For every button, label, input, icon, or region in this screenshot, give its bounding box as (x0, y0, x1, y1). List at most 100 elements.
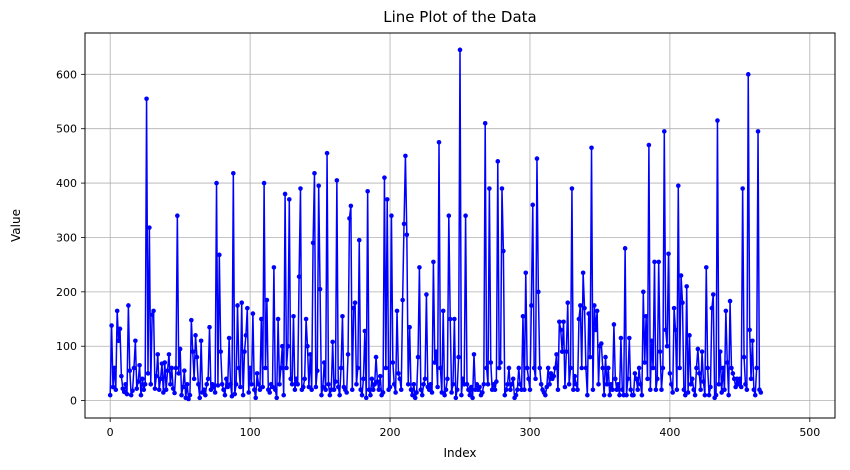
data-point (628, 387, 634, 393)
data-point (260, 384, 266, 390)
data-point (754, 365, 759, 371)
data-point (180, 384, 186, 390)
data-point (217, 252, 222, 258)
data-point (566, 381, 572, 387)
data-point (671, 305, 677, 311)
data-point (293, 376, 299, 382)
data-point (589, 145, 594, 151)
data-point (344, 390, 349, 395)
data-point (405, 381, 411, 387)
data-point (678, 273, 684, 278)
data-point (384, 197, 390, 202)
series-line (109, 49, 762, 400)
data-point (261, 180, 267, 186)
data-point (702, 392, 708, 398)
data-point (747, 327, 752, 333)
data-point (176, 371, 182, 376)
data-point (443, 387, 449, 393)
data-point (163, 387, 169, 393)
data-point (259, 316, 264, 322)
data-point (389, 213, 394, 219)
data-point (253, 395, 259, 401)
data-point (310, 240, 316, 246)
data-point (720, 365, 726, 371)
data-point (383, 365, 389, 371)
data-point (267, 390, 273, 395)
data-point (231, 171, 236, 176)
data-point (677, 365, 682, 371)
data-point (575, 387, 580, 393)
data-point (226, 335, 232, 341)
data-point (204, 381, 210, 387)
data-point (650, 365, 656, 371)
y-tick-label: 500 (56, 123, 77, 136)
data-point (398, 387, 404, 393)
data-point (349, 387, 355, 393)
data-series (107, 47, 764, 402)
data-point (368, 392, 373, 398)
data-point (187, 392, 193, 398)
data-point (401, 221, 407, 227)
data-point (639, 392, 645, 398)
data-point (205, 376, 211, 382)
data-point (586, 311, 592, 316)
data-point (158, 376, 163, 382)
data-point (307, 352, 313, 357)
data-point (559, 349, 565, 354)
data-point (442, 392, 447, 398)
data-point (523, 270, 529, 276)
data-point (590, 387, 596, 393)
data-point (527, 387, 533, 393)
data-point (617, 392, 622, 398)
data-point (477, 384, 482, 390)
data-point (516, 365, 522, 371)
data-point (716, 381, 722, 387)
data-point (705, 365, 710, 371)
data-point (603, 354, 608, 360)
data-point (449, 390, 454, 395)
data-point (562, 384, 568, 390)
data-point (715, 118, 720, 123)
data-point (123, 381, 128, 387)
x-tick-label: 300 (519, 426, 540, 439)
data-point (396, 371, 401, 376)
data-point (638, 381, 643, 387)
data-point (201, 387, 207, 393)
data-point (740, 186, 745, 191)
data-point (411, 381, 417, 387)
data-point (522, 387, 527, 393)
data-point (670, 390, 675, 395)
data-point (292, 387, 298, 393)
data-point (274, 395, 280, 401)
data-point (155, 352, 161, 357)
data-point (643, 314, 649, 319)
chart-title: Line Plot of the Data (383, 8, 537, 26)
data-point (748, 376, 754, 382)
data-point (363, 395, 369, 401)
x-tick-label: 200 (380, 426, 401, 439)
data-point (140, 376, 145, 382)
data-point (510, 376, 516, 382)
data-point (219, 381, 225, 387)
data-point (134, 386, 140, 391)
data-point (501, 248, 506, 254)
data-point (703, 265, 709, 270)
plot-frame (84, 32, 836, 419)
data-point (755, 129, 761, 134)
data-point (404, 232, 410, 238)
data-point (494, 379, 499, 384)
data-point (291, 314, 296, 319)
data-point (107, 392, 113, 398)
data-point (222, 392, 228, 398)
data-point (345, 352, 351, 357)
data-point (288, 376, 293, 382)
data-point (131, 365, 137, 371)
data-point (695, 346, 701, 352)
data-point (582, 305, 587, 311)
data-point (119, 373, 124, 379)
data-point (453, 395, 459, 401)
data-point (445, 376, 450, 382)
data-point (113, 387, 119, 393)
data-point (536, 289, 541, 295)
